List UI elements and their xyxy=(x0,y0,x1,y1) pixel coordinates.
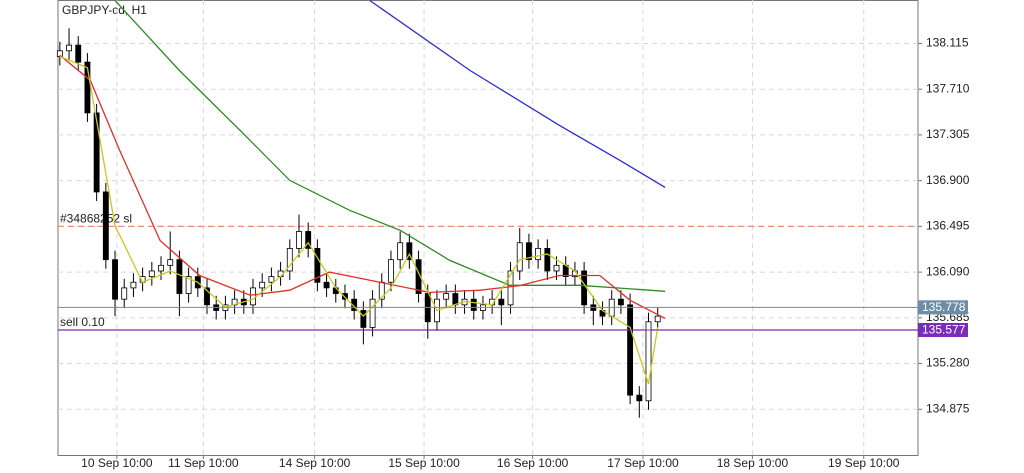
candle-body xyxy=(268,276,275,283)
candle-body xyxy=(553,264,560,272)
candle-body xyxy=(526,242,532,261)
x-tick-label: 10 Sep 10:00 xyxy=(81,456,153,470)
candle-body xyxy=(167,259,174,266)
candle-body xyxy=(250,287,256,306)
candle-body xyxy=(507,270,514,306)
candle-body xyxy=(130,281,137,289)
candle-body xyxy=(75,44,82,63)
order-label: sell 0.10 xyxy=(60,315,105,329)
moving-average xyxy=(59,54,666,319)
candle-body xyxy=(204,287,210,306)
price-tag xyxy=(918,323,968,338)
candle-body xyxy=(323,281,330,289)
candle-body xyxy=(654,315,661,323)
candle-body xyxy=(93,112,100,193)
candle-body xyxy=(148,270,155,278)
candle-body xyxy=(535,247,542,261)
candle-body xyxy=(617,298,624,306)
candle-body xyxy=(286,247,293,272)
candle-body xyxy=(84,61,91,114)
candle-body xyxy=(296,231,302,249)
chart-title: GBPJPY-cd, H1 xyxy=(62,3,147,17)
y-tick-label: 136.090 xyxy=(926,264,970,278)
plot-frame xyxy=(57,0,919,456)
y-tick-label: 136.495 xyxy=(926,219,970,233)
candle-body xyxy=(388,259,394,283)
candle-body xyxy=(369,298,376,328)
candle-body xyxy=(470,298,477,311)
y-tick-label: 137.710 xyxy=(926,81,970,95)
candle-body xyxy=(645,321,652,402)
candle-body xyxy=(158,264,164,272)
candle-body xyxy=(627,304,634,396)
candle-body xyxy=(452,293,459,306)
x-tick-label: 11 Sep 10:00 xyxy=(168,456,239,470)
y-tick-label: 136.900 xyxy=(926,173,970,187)
price-tag xyxy=(918,300,968,315)
moving-average xyxy=(114,0,666,292)
moving-average xyxy=(59,55,659,385)
x-tick-label: 15 Sep 10:00 xyxy=(388,456,460,470)
candle-body xyxy=(314,247,321,283)
x-tick-label: 18 Sep 10:00 xyxy=(717,456,789,470)
candle-body xyxy=(360,310,367,328)
y-tick-label: 135.280 xyxy=(926,356,970,370)
price-tag-label: 135.778 xyxy=(922,300,966,314)
order-label: #34868252 sl xyxy=(60,212,132,226)
candle-body xyxy=(121,287,128,300)
x-tick-label: 16 Sep 10:00 xyxy=(497,456,569,470)
candle-body xyxy=(259,281,266,289)
x-tick-label: 14 Sep 10:00 xyxy=(279,456,351,470)
candle-body xyxy=(443,293,450,300)
candle-body xyxy=(544,247,551,272)
candle-body xyxy=(516,242,523,272)
y-tick-label: 134.875 xyxy=(926,401,970,415)
candle-body xyxy=(498,298,505,306)
candle-body xyxy=(397,242,404,261)
candle-body xyxy=(102,191,109,261)
y-tick-label: 138.115 xyxy=(926,36,969,50)
candle-body xyxy=(305,231,312,249)
candle-body xyxy=(406,242,413,261)
y-tick-label: 137.305 xyxy=(926,127,970,141)
x-tick-label: 19 Sep 10:00 xyxy=(828,456,900,470)
moving-average xyxy=(369,0,666,188)
candle-body xyxy=(112,259,118,300)
candle-body xyxy=(176,259,183,294)
price-tag-label: 135.577 xyxy=(922,323,966,337)
candle-body xyxy=(185,276,192,294)
candle-body xyxy=(636,394,643,402)
x-tick-label: 17 Sep 10:00 xyxy=(607,456,679,470)
candle-body xyxy=(66,44,72,52)
